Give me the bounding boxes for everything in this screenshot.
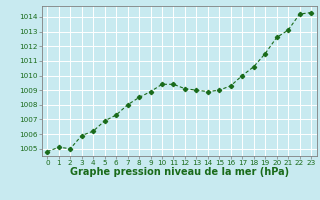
- X-axis label: Graphe pression niveau de la mer (hPa): Graphe pression niveau de la mer (hPa): [70, 167, 289, 177]
